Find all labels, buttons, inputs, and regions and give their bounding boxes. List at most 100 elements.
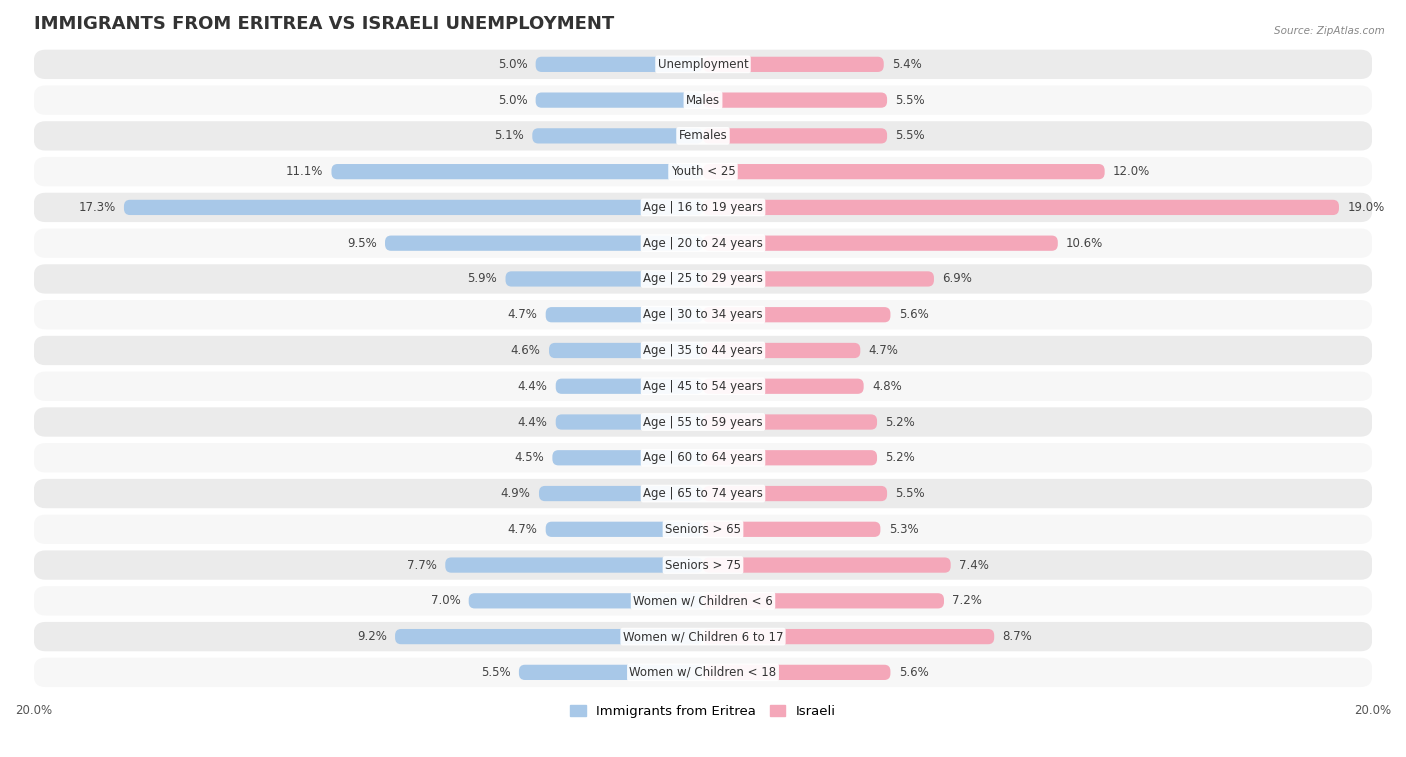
FancyBboxPatch shape [34,372,1372,401]
FancyBboxPatch shape [546,307,703,322]
Text: 4.8%: 4.8% [872,380,901,393]
FancyBboxPatch shape [703,414,877,430]
FancyBboxPatch shape [703,271,934,287]
Text: Age | 16 to 19 years: Age | 16 to 19 years [643,201,763,214]
FancyBboxPatch shape [34,50,1372,79]
Text: 4.7%: 4.7% [869,344,898,357]
Text: 5.0%: 5.0% [498,94,527,107]
FancyBboxPatch shape [332,164,703,179]
Text: 19.0%: 19.0% [1347,201,1385,214]
Text: Age | 55 to 59 years: Age | 55 to 59 years [643,416,763,428]
Text: Women w/ Children 6 to 17: Women w/ Children 6 to 17 [623,630,783,643]
Text: 5.2%: 5.2% [886,451,915,464]
FancyBboxPatch shape [34,586,1372,615]
FancyBboxPatch shape [34,336,1372,365]
FancyBboxPatch shape [533,128,703,144]
FancyBboxPatch shape [446,557,703,573]
Text: Seniors > 75: Seniors > 75 [665,559,741,572]
FancyBboxPatch shape [703,665,890,680]
FancyBboxPatch shape [555,414,703,430]
FancyBboxPatch shape [395,629,703,644]
Text: Males: Males [686,94,720,107]
FancyBboxPatch shape [546,522,703,537]
FancyBboxPatch shape [34,658,1372,687]
Legend: Immigrants from Eritrea, Israeli: Immigrants from Eritrea, Israeli [565,699,841,723]
Text: 8.7%: 8.7% [1002,630,1032,643]
Text: 5.4%: 5.4% [893,58,922,71]
Text: 7.2%: 7.2% [952,594,983,607]
Text: 5.1%: 5.1% [494,129,524,142]
Text: Women w/ Children < 6: Women w/ Children < 6 [633,594,773,607]
FancyBboxPatch shape [34,229,1372,258]
Text: 4.7%: 4.7% [508,308,537,321]
Text: 4.5%: 4.5% [515,451,544,464]
FancyBboxPatch shape [703,200,1339,215]
Text: 6.9%: 6.9% [942,273,972,285]
Text: 7.7%: 7.7% [406,559,437,572]
FancyBboxPatch shape [703,235,1057,251]
FancyBboxPatch shape [385,235,703,251]
FancyBboxPatch shape [124,200,703,215]
FancyBboxPatch shape [34,193,1372,222]
Text: 4.6%: 4.6% [510,344,541,357]
FancyBboxPatch shape [555,378,703,394]
FancyBboxPatch shape [34,407,1372,437]
Text: 9.2%: 9.2% [357,630,387,643]
FancyBboxPatch shape [34,443,1372,472]
FancyBboxPatch shape [553,450,703,466]
Text: Age | 30 to 34 years: Age | 30 to 34 years [643,308,763,321]
FancyBboxPatch shape [34,622,1372,651]
Text: 10.6%: 10.6% [1066,237,1104,250]
Text: Source: ZipAtlas.com: Source: ZipAtlas.com [1274,26,1385,36]
Text: 12.0%: 12.0% [1114,165,1150,178]
FancyBboxPatch shape [703,486,887,501]
Text: 4.9%: 4.9% [501,487,530,500]
FancyBboxPatch shape [34,515,1372,544]
FancyBboxPatch shape [703,557,950,573]
FancyBboxPatch shape [703,164,1105,179]
FancyBboxPatch shape [703,128,887,144]
FancyBboxPatch shape [703,307,890,322]
Text: IMMIGRANTS FROM ERITREA VS ISRAELI UNEMPLOYMENT: IMMIGRANTS FROM ERITREA VS ISRAELI UNEMP… [34,15,614,33]
Text: Women w/ Children < 18: Women w/ Children < 18 [630,666,776,679]
FancyBboxPatch shape [506,271,703,287]
Text: 5.5%: 5.5% [481,666,510,679]
Text: 17.3%: 17.3% [79,201,115,214]
FancyBboxPatch shape [703,629,994,644]
FancyBboxPatch shape [703,450,877,466]
Text: Age | 65 to 74 years: Age | 65 to 74 years [643,487,763,500]
FancyBboxPatch shape [34,264,1372,294]
Text: 5.6%: 5.6% [898,666,928,679]
Text: 4.7%: 4.7% [508,523,537,536]
Text: 5.9%: 5.9% [467,273,498,285]
Text: 5.5%: 5.5% [896,129,925,142]
Text: 4.4%: 4.4% [517,380,547,393]
FancyBboxPatch shape [34,86,1372,115]
Text: Youth < 25: Youth < 25 [671,165,735,178]
Text: 9.5%: 9.5% [347,237,377,250]
Text: 7.4%: 7.4% [959,559,988,572]
Text: 11.1%: 11.1% [285,165,323,178]
Text: 5.0%: 5.0% [498,58,527,71]
FancyBboxPatch shape [703,92,887,107]
Text: 5.5%: 5.5% [896,94,925,107]
Text: Age | 60 to 64 years: Age | 60 to 64 years [643,451,763,464]
Text: Age | 25 to 29 years: Age | 25 to 29 years [643,273,763,285]
Text: Seniors > 65: Seniors > 65 [665,523,741,536]
Text: 5.6%: 5.6% [898,308,928,321]
Text: Age | 45 to 54 years: Age | 45 to 54 years [643,380,763,393]
FancyBboxPatch shape [519,665,703,680]
FancyBboxPatch shape [703,343,860,358]
FancyBboxPatch shape [703,522,880,537]
FancyBboxPatch shape [536,92,703,107]
FancyBboxPatch shape [536,57,703,72]
FancyBboxPatch shape [34,157,1372,186]
FancyBboxPatch shape [468,593,703,609]
FancyBboxPatch shape [34,121,1372,151]
FancyBboxPatch shape [34,300,1372,329]
FancyBboxPatch shape [703,57,884,72]
Text: Unemployment: Unemployment [658,58,748,71]
Text: 7.0%: 7.0% [430,594,460,607]
Text: Age | 35 to 44 years: Age | 35 to 44 years [643,344,763,357]
FancyBboxPatch shape [34,550,1372,580]
